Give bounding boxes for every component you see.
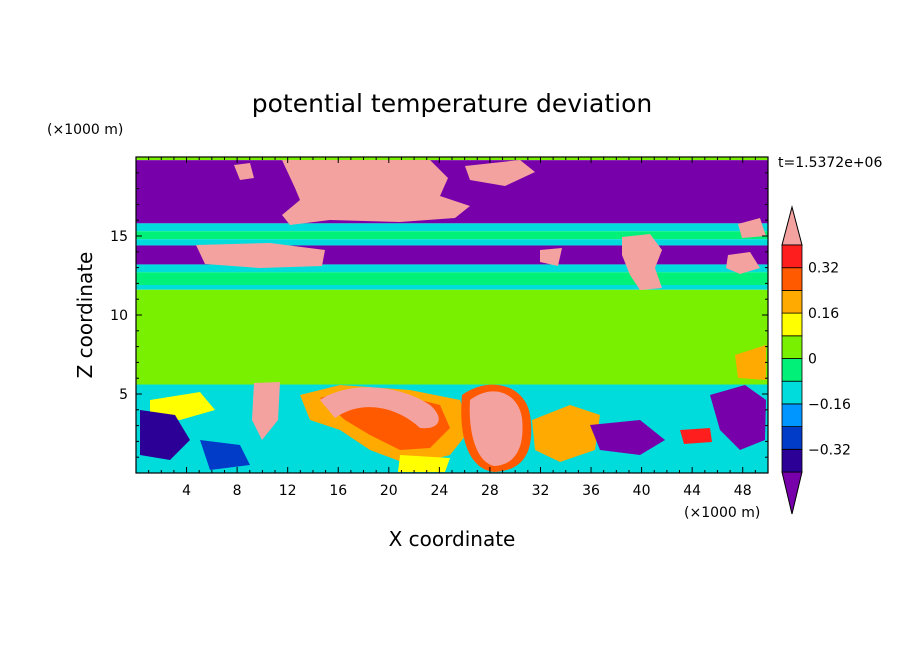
x-tick-label: 12 [279,483,297,499]
lower-cold-region [710,385,766,450]
colorbar-segment [781,267,803,291]
contour-features [140,160,766,472]
y-tick-label: 10 [110,308,128,324]
lower-positive-blob [320,387,439,429]
colorbar-segment [781,380,803,405]
x-tick-label: 48 [734,483,752,499]
lower-cold-region [200,440,250,470]
colorbar-segment [781,403,803,427]
x-tick-label: 20 [380,483,398,499]
contour-band [136,272,768,285]
y-tick-label: 15 [110,229,128,245]
mid-positive-region [196,243,325,268]
colorbar-segment [781,426,803,450]
x-tick-label: 28 [481,483,499,499]
lower-cold-region [140,410,190,460]
colorbar-segment [781,358,803,382]
lower-warm-region [398,455,450,472]
chart-title: potential temperature deviation [252,89,652,118]
colorbar: 0.32 0.16 0 −0.16 −0.32 [781,205,851,515]
colorbar-segment [781,289,803,314]
lower-cold-region [590,420,665,455]
colorbar-segment [781,448,803,473]
x-tick-label: 4 [182,483,191,499]
contour-band [136,289,768,385]
contour-band [136,239,768,246]
contour-band [136,264,768,273]
colorbar-label: 0.32 [808,261,839,277]
mid-positive-region [738,218,766,238]
lower-warm-region [150,392,215,420]
lower-warm-region [680,428,712,444]
y-axis-ticks: 5 10 15 [110,172,768,458]
time-label: t=1.5372e+06 [778,155,882,171]
x-tick-label: 36 [582,483,600,499]
upper-positive-region [234,163,254,180]
colorbar-label: 0.16 [808,306,839,322]
colorbar-label: 0 [808,352,817,368]
x-tick-label: 44 [683,483,701,499]
colorbar-segment [781,312,803,337]
lower-positive-blob [469,391,523,466]
plot-area [136,157,768,473]
colorbar-over-triangle [781,205,803,246]
lower-positive-blob [252,382,280,440]
x-tick-label: 40 [633,483,651,499]
x-unit-label: (×1000 m) [684,505,760,521]
mid-positive-region [726,252,760,274]
lower-warm-region [735,345,766,380]
upper-positive-region [282,160,470,225]
x-tick-label: 32 [532,483,550,499]
mid-positive-region [622,234,662,290]
x-axis-ticks: 4 8 12 16 20 24 28 32 36 40 44 48 [148,157,756,499]
contour-band [136,223,768,232]
y-axis-label: Z coordinate [73,252,97,379]
x-tick-label: 16 [329,483,347,499]
x-tick-label: 24 [430,483,448,499]
y-unit-label: (×1000 m) [47,122,123,138]
colorbar-segment [781,244,803,269]
upper-positive-region [465,160,535,186]
colorbar-label: −0.16 [808,397,851,413]
lower-warm-region [532,405,600,462]
contour-band [136,284,768,290]
colorbar-segment [781,335,803,359]
colorbar-label: −0.32 [808,442,851,458]
x-axis-label: X coordinate [389,527,516,551]
x-tick-label: 8 [233,483,242,499]
mid-positive-region [540,248,562,266]
contour-band [136,231,768,240]
colorbar-under-triangle [781,471,803,515]
y-tick-label: 5 [119,387,128,403]
